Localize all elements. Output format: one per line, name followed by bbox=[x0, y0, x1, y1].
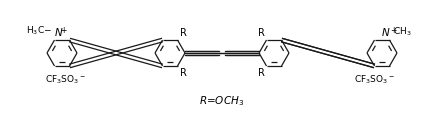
Text: CF$_3$SO$_3$$^-$: CF$_3$SO$_3$$^-$ bbox=[353, 74, 395, 87]
Text: N: N bbox=[382, 28, 389, 38]
Text: N: N bbox=[55, 28, 62, 38]
Text: +: + bbox=[391, 26, 397, 35]
Text: R=OCH$_3$: R=OCH$_3$ bbox=[199, 94, 245, 108]
Text: +: + bbox=[60, 26, 67, 35]
Text: CH$_3$: CH$_3$ bbox=[392, 25, 411, 38]
Text: H$_3$C$-$: H$_3$C$-$ bbox=[27, 25, 52, 37]
Text: R: R bbox=[179, 28, 186, 38]
Text: CF$_3$SO$_3$$^-$: CF$_3$SO$_3$$^-$ bbox=[44, 74, 85, 87]
Text: R: R bbox=[179, 68, 186, 78]
Text: R: R bbox=[258, 68, 265, 78]
Text: R: R bbox=[258, 28, 265, 38]
